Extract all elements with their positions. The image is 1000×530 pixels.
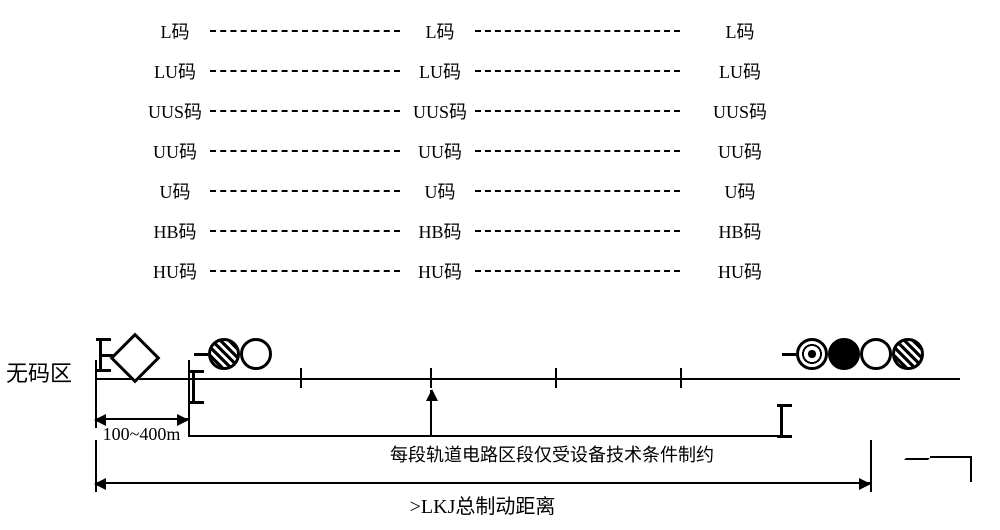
code-dash-2-0 bbox=[210, 110, 400, 112]
code-label-1-0: LU码 bbox=[135, 58, 215, 84]
segment-bracket-end-0 bbox=[188, 421, 190, 435]
code-label-5-1: HB码 bbox=[400, 218, 480, 244]
signal-head-hatch2-icon bbox=[892, 338, 924, 370]
home-signal-heads bbox=[782, 338, 924, 370]
pre-signal-post bbox=[192, 370, 195, 404]
code-label-5-0: HB码 bbox=[135, 218, 215, 244]
code-dash-5-0 bbox=[210, 230, 400, 232]
dim1-bar bbox=[95, 418, 188, 420]
code-label-1-2: LU码 bbox=[700, 58, 780, 84]
code-label-2-0: UUS码 bbox=[135, 98, 215, 124]
code-label-2-1: UUS码 bbox=[400, 98, 480, 124]
track-section-tick-2 bbox=[555, 368, 557, 388]
code-label-1-1: LU码 bbox=[400, 58, 480, 84]
segment-bracket-bar bbox=[188, 435, 780, 437]
code-dash-4-1 bbox=[475, 190, 680, 192]
code-dash-3-0 bbox=[210, 150, 400, 152]
code-dash-0-1 bbox=[475, 30, 680, 32]
code-label-3-1: UU码 bbox=[400, 138, 480, 164]
code-label-0-1: L码 bbox=[400, 18, 480, 44]
code-label-4-0: U码 bbox=[135, 178, 215, 204]
code-dash-2-1 bbox=[475, 110, 680, 112]
code-label-2-2: UUS码 bbox=[700, 98, 780, 124]
dim2-label: >LKJ总制动距离 bbox=[95, 490, 870, 519]
code-label-5-2: HB码 bbox=[700, 218, 780, 244]
code-dash-5-1 bbox=[475, 230, 680, 232]
code-label-0-2: L码 bbox=[700, 18, 780, 44]
code-label-0-0: L码 bbox=[135, 18, 215, 44]
code-label-4-1: U码 bbox=[400, 178, 480, 204]
track-section-tick-0 bbox=[300, 368, 302, 388]
segment-note-pointer bbox=[430, 390, 432, 435]
signal-head-open2-icon bbox=[860, 338, 892, 370]
signal-head-open-icon bbox=[240, 338, 272, 370]
code-dash-4-0 bbox=[210, 190, 400, 192]
code-dash-1-0 bbox=[210, 70, 400, 72]
code-dash-6-0 bbox=[210, 270, 400, 272]
code-label-4-2: U码 bbox=[700, 178, 780, 204]
approach-indicator-icon bbox=[110, 333, 161, 384]
signal-head-black-icon bbox=[828, 338, 860, 370]
segment-note-label: 每段轨道电路区段仅受设备技术条件制约 bbox=[390, 441, 830, 467]
code-label-6-0: HU码 bbox=[135, 258, 215, 284]
code-dash-6-1 bbox=[475, 270, 680, 272]
code-label-6-1: HU码 bbox=[400, 258, 480, 284]
dim2-bar bbox=[95, 482, 870, 484]
code-label-6-2: HU码 bbox=[700, 258, 780, 284]
code-dash-3-1 bbox=[475, 150, 680, 152]
code-label-3-2: UU码 bbox=[700, 138, 780, 164]
track-section-tick-3 bbox=[680, 368, 682, 388]
code-dash-1-1 bbox=[475, 70, 680, 72]
dim1-label: 100~400m bbox=[91, 424, 192, 445]
no-code-zone-label: 无码区 bbox=[6, 356, 72, 388]
code-label-3-0: UU码 bbox=[135, 138, 215, 164]
track-line bbox=[95, 378, 960, 380]
platform-icon bbox=[930, 456, 972, 482]
signal-head-hatch-icon bbox=[208, 338, 240, 370]
track-section-tick-1 bbox=[430, 368, 432, 388]
segment-bracket-end-1 bbox=[780, 421, 782, 435]
signal-head-target-icon bbox=[796, 338, 828, 370]
pre-signal-heads bbox=[194, 338, 272, 370]
code-dash-0-0 bbox=[210, 30, 400, 32]
